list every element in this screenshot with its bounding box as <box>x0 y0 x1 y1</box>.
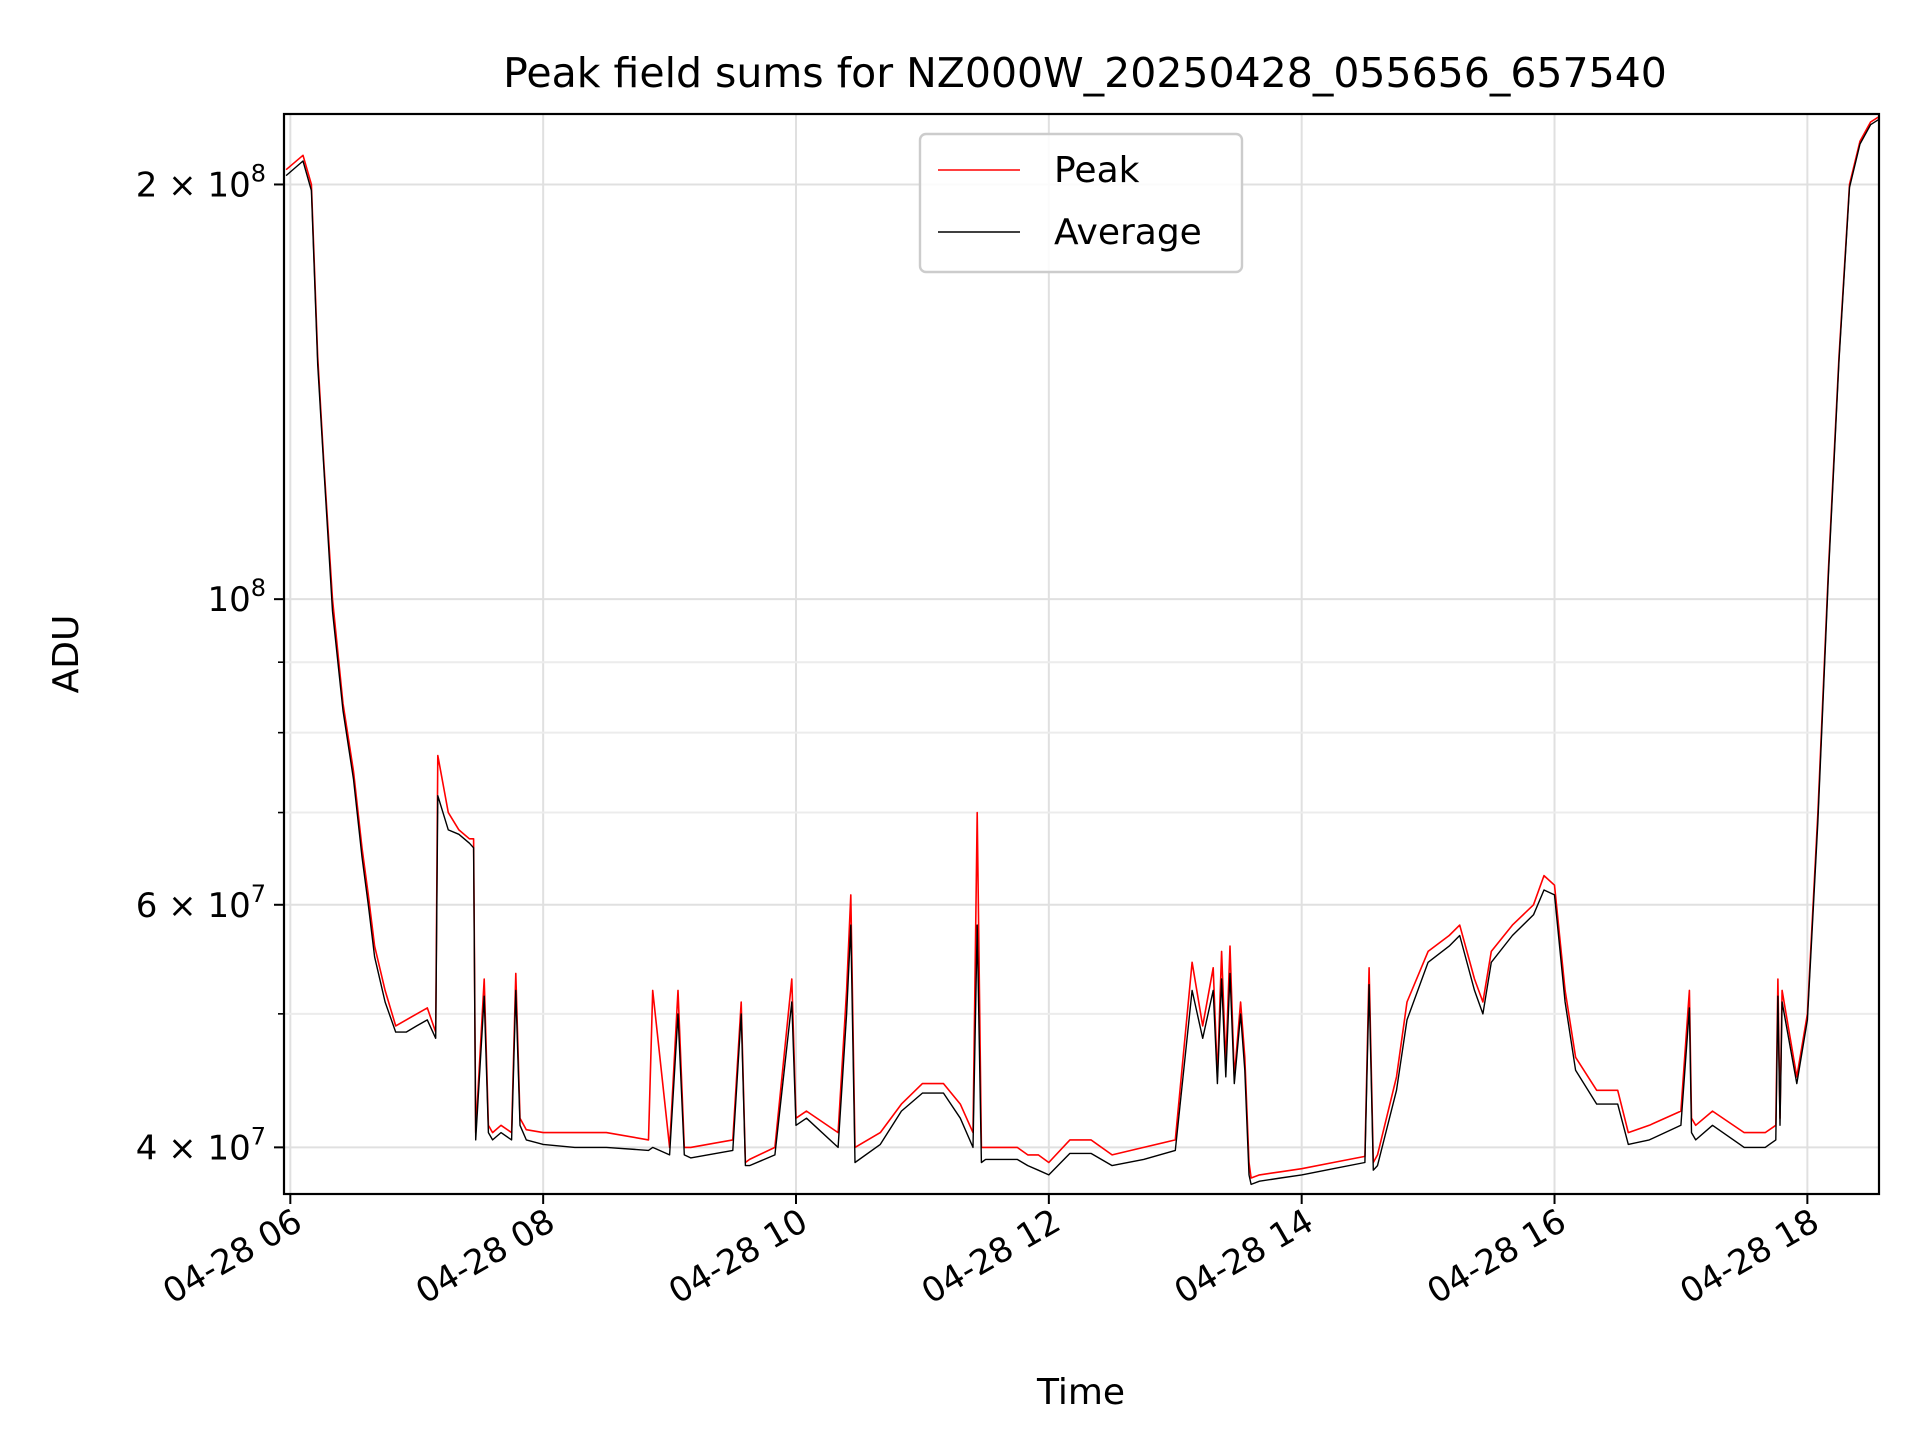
y-tick-label: 4 × 107 <box>136 1122 266 1168</box>
y-tick-label: 2 × 108 <box>136 159 266 205</box>
legend-label-average: Average <box>1054 212 1202 253</box>
chart-title: Peak field sums for NZ000W_20250428_0556… <box>503 49 1667 97</box>
y-tick-label: 6 × 107 <box>136 880 266 926</box>
series-line-average <box>285 118 1880 1186</box>
series-layer <box>285 116 1880 1186</box>
y-tick-label: 108 <box>207 574 266 620</box>
legend: Peak Average <box>918 132 1244 274</box>
plot-frame <box>282 112 1881 1196</box>
y-axis-label: ADU <box>46 615 87 694</box>
legend-label-peak: Peak <box>1054 150 1140 191</box>
y-axis: 4 × 107 6 × 107 108 2 × 108 <box>136 159 284 1168</box>
x-axis-label: Time <box>1036 1372 1125 1413</box>
legend-box <box>918 132 1244 274</box>
